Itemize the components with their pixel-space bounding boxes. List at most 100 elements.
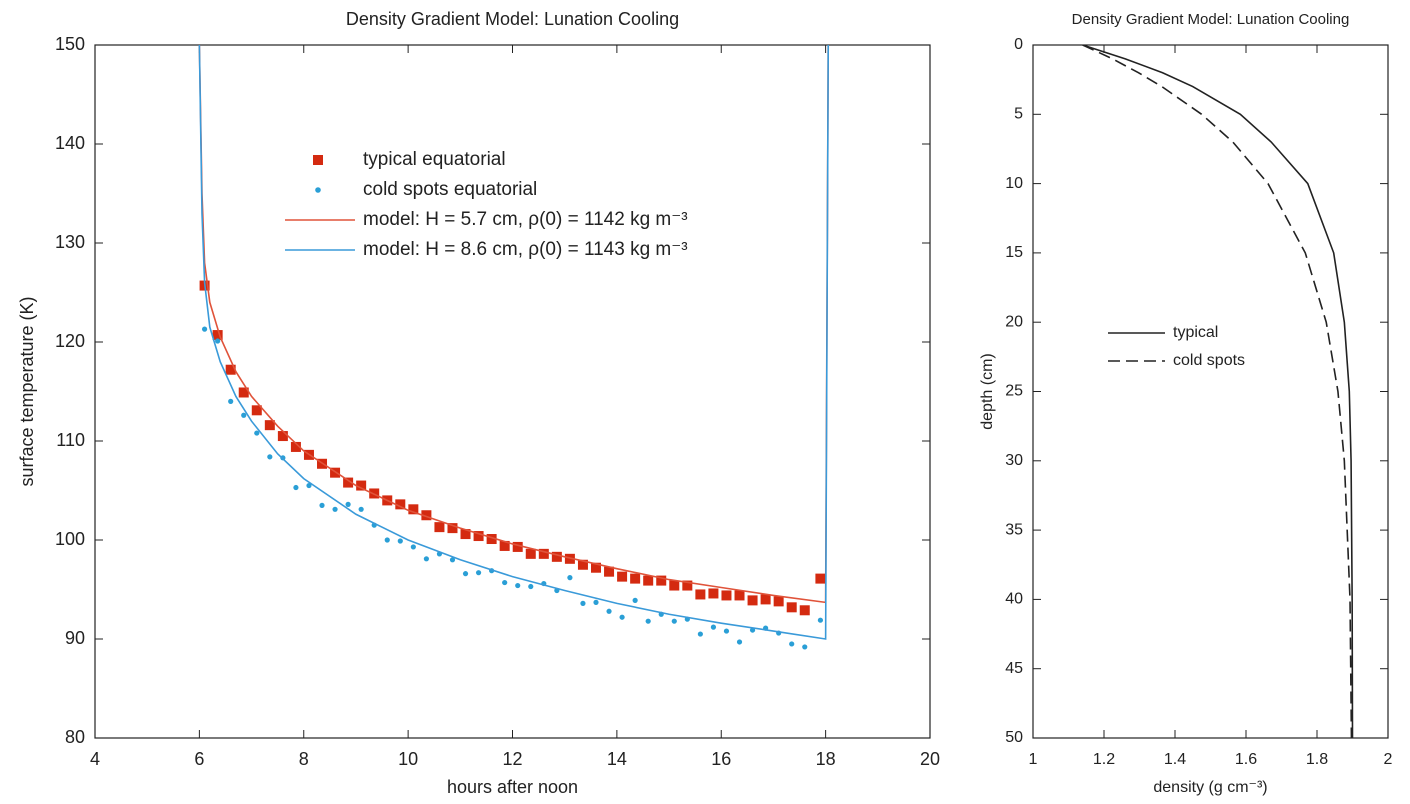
y-axis-label: depth (cm) bbox=[979, 353, 996, 429]
x-tick-label: 12 bbox=[502, 749, 522, 769]
data-point bbox=[238, 387, 249, 398]
data-point bbox=[817, 617, 824, 623]
data-point bbox=[225, 364, 236, 375]
legend-label: typical equatorial bbox=[363, 149, 506, 170]
y-tick-label: 150 bbox=[55, 34, 85, 54]
data-point bbox=[330, 467, 341, 478]
x-tick-label: 6 bbox=[194, 749, 204, 769]
data-point bbox=[434, 522, 445, 533]
plot-area bbox=[1032, 44, 1389, 739]
data-point bbox=[760, 594, 771, 605]
data-point bbox=[460, 529, 471, 540]
x-axis-label: hours after noon bbox=[447, 777, 578, 797]
x-tick-label: 16 bbox=[711, 749, 731, 769]
data-point bbox=[671, 618, 677, 624]
data-point bbox=[408, 504, 419, 515]
data-point bbox=[630, 573, 641, 584]
data-point bbox=[593, 599, 599, 605]
data-point bbox=[708, 588, 719, 599]
data-point bbox=[358, 506, 364, 512]
y-tick-label: 5 bbox=[1014, 106, 1023, 123]
model-line bbox=[198, 45, 830, 604]
chart-title: Density Gradient Model: Lunation Cooling bbox=[346, 9, 679, 29]
data-point bbox=[410, 544, 416, 550]
x-tick-label: 1.6 bbox=[1235, 751, 1257, 768]
chart-title: Density Gradient Model: Lunation Cooling bbox=[1072, 11, 1350, 28]
data-point bbox=[475, 570, 482, 576]
data-point bbox=[212, 330, 223, 341]
x-tick-label: 1 bbox=[1029, 751, 1038, 768]
data-point bbox=[802, 644, 808, 650]
y-tick-label: 110 bbox=[56, 430, 85, 450]
data-point bbox=[786, 602, 797, 613]
plot-content bbox=[198, 45, 830, 650]
x-tick-label: 1.8 bbox=[1306, 751, 1328, 768]
data-point bbox=[395, 499, 406, 510]
y-tick-label: 80 bbox=[65, 727, 85, 747]
data-point bbox=[228, 398, 234, 404]
legend-label: cold spots equatorial bbox=[363, 179, 537, 200]
data-point bbox=[528, 583, 534, 590]
legend-marker bbox=[315, 187, 321, 193]
legend-marker bbox=[313, 155, 323, 165]
y-tick-label: 100 bbox=[55, 529, 85, 549]
data-point bbox=[773, 596, 784, 607]
data-point bbox=[499, 540, 510, 551]
x-tick-label: 18 bbox=[816, 749, 836, 769]
x-tick-label: 10 bbox=[398, 749, 418, 769]
y-tick-label: 130 bbox=[55, 232, 85, 252]
legend-label: typical bbox=[1173, 324, 1218, 341]
data-point bbox=[267, 454, 273, 460]
x-tick-label: 20 bbox=[920, 749, 940, 769]
data-point bbox=[695, 589, 706, 600]
data-point bbox=[332, 506, 338, 512]
y-tick-label: 90 bbox=[65, 628, 85, 648]
y-tick-label: 45 bbox=[1005, 660, 1023, 677]
data-point bbox=[604, 566, 615, 577]
y-tick-label: 140 bbox=[55, 133, 85, 153]
data-point bbox=[473, 531, 484, 542]
data-point bbox=[343, 477, 354, 488]
y-tick-label: 0 bbox=[1014, 36, 1023, 53]
x-tick-label: 14 bbox=[607, 749, 627, 769]
data-point bbox=[632, 597, 638, 603]
data-point bbox=[789, 641, 795, 647]
data-point bbox=[254, 430, 260, 436]
data-point bbox=[241, 412, 247, 418]
y-tick-label: 15 bbox=[1005, 244, 1023, 261]
data-point bbox=[669, 580, 680, 591]
data-point bbox=[449, 557, 456, 563]
data-point bbox=[515, 582, 521, 589]
legend-label: model: H = 8.6 cm, ρ(0) = 1143 kg m⁻³ bbox=[363, 239, 688, 260]
data-point bbox=[421, 510, 432, 521]
data-point bbox=[799, 605, 810, 616]
data-point bbox=[721, 590, 732, 601]
data-point bbox=[251, 405, 262, 416]
data-point bbox=[525, 548, 536, 559]
data-point bbox=[397, 538, 403, 544]
x-axis-label: density (g cm⁻³) bbox=[1153, 779, 1267, 796]
data-point bbox=[215, 338, 221, 344]
density-line bbox=[1082, 45, 1353, 738]
data-point bbox=[356, 480, 367, 491]
data-point bbox=[290, 441, 301, 452]
plot-area bbox=[94, 44, 931, 739]
y-tick-label: 40 bbox=[1005, 591, 1023, 608]
data-point bbox=[643, 575, 654, 586]
data-point bbox=[462, 571, 469, 577]
data-point bbox=[345, 501, 351, 507]
data-point bbox=[319, 502, 325, 508]
data-point bbox=[697, 631, 703, 637]
data-point bbox=[201, 326, 208, 332]
data-point bbox=[710, 624, 717, 630]
data-point bbox=[264, 420, 275, 431]
data-point bbox=[423, 556, 429, 562]
data-point bbox=[486, 534, 497, 545]
y-tick-label: 25 bbox=[1005, 383, 1023, 400]
legend-label: model: H = 5.7 cm, ρ(0) = 1142 kg m⁻³ bbox=[363, 209, 688, 230]
data-point bbox=[645, 618, 651, 624]
y-tick-label: 35 bbox=[1005, 521, 1023, 538]
data-point bbox=[512, 541, 523, 552]
data-point bbox=[384, 537, 390, 543]
